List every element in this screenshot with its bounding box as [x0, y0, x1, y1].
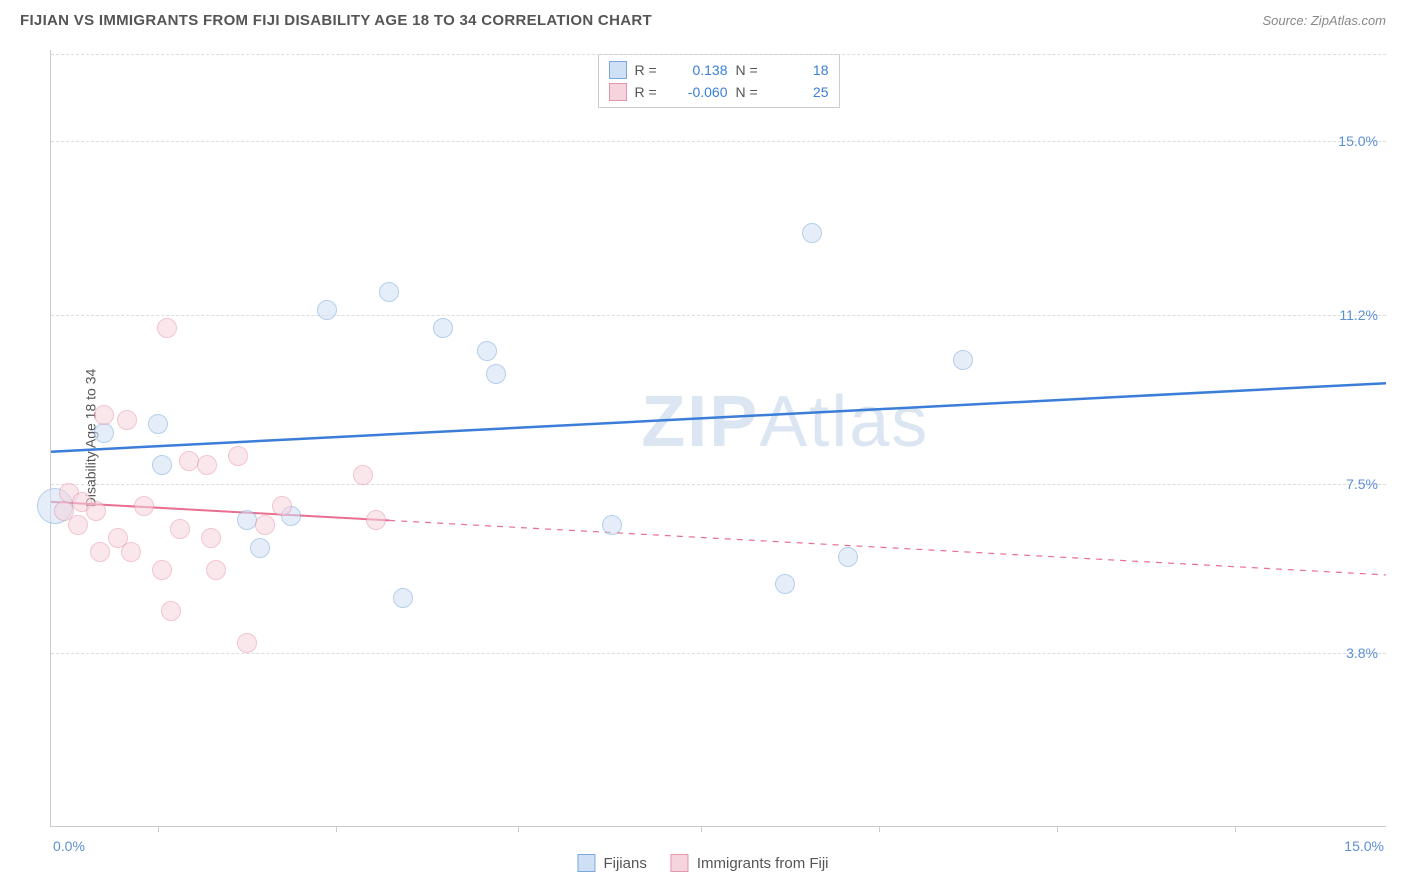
scatter-point	[161, 601, 181, 621]
swatch-series-1	[609, 83, 627, 101]
x-tick	[158, 826, 159, 832]
trend-line	[51, 383, 1386, 451]
scatter-point	[602, 515, 622, 535]
y-tick-label: 7.5%	[1346, 476, 1378, 492]
x-tick	[879, 826, 880, 832]
y-tick-label: 15.0%	[1338, 133, 1378, 149]
correlation-legend: R = 0.138 N = 18 R = -0.060 N = 25	[598, 54, 840, 108]
scatter-point	[317, 300, 337, 320]
scatter-point	[477, 341, 497, 361]
scatter-point	[953, 350, 973, 370]
scatter-point	[201, 528, 221, 548]
source-label: Source: ZipAtlas.com	[1262, 13, 1386, 28]
legend-item-0: Fijians	[577, 854, 646, 872]
x-tick	[336, 826, 337, 832]
x-tick	[1235, 826, 1236, 832]
x-axis-min-label: 0.0%	[53, 838, 85, 854]
gridline	[51, 484, 1386, 485]
watermark-bold: ZIP	[641, 382, 759, 462]
scatter-point	[206, 560, 226, 580]
scatter-point	[134, 496, 154, 516]
scatter-point	[228, 446, 248, 466]
gridline	[51, 54, 1386, 55]
series-legend: Fijians Immigrants from Fiji	[577, 854, 828, 872]
scatter-point	[433, 318, 453, 338]
scatter-point	[86, 501, 106, 521]
r-value-1: -0.060	[673, 84, 728, 100]
scatter-point	[775, 574, 795, 594]
scatter-point	[353, 465, 373, 485]
r-value-0: 0.138	[673, 62, 728, 78]
x-tick	[1057, 826, 1058, 832]
x-tick	[701, 826, 702, 832]
scatter-point	[237, 510, 257, 530]
legend-row-series-0: R = 0.138 N = 18	[609, 59, 829, 81]
scatter-point	[117, 410, 137, 430]
scatter-point	[152, 560, 172, 580]
y-tick-label: 3.8%	[1346, 645, 1378, 661]
scatter-point	[68, 515, 88, 535]
scatter-point	[393, 588, 413, 608]
y-tick-label: 11.2%	[1339, 307, 1378, 323]
chart-plot-area: Disability Age 18 to 34 ZIPAtlas 0.0% 15…	[50, 50, 1386, 827]
scatter-point	[838, 547, 858, 567]
legend-label-1: Immigrants from Fiji	[697, 855, 829, 872]
scatter-point	[272, 496, 292, 516]
gridline	[51, 141, 1386, 142]
swatch-legend-0	[577, 854, 595, 872]
gridline	[51, 315, 1386, 316]
r-label-0: R =	[635, 62, 665, 78]
chart-header: FIJIAN VS IMMIGRANTS FROM FIJI DISABILIT…	[0, 0, 1406, 37]
n-value-0: 18	[774, 62, 829, 78]
swatch-legend-1	[671, 854, 689, 872]
legend-item-1: Immigrants from Fiji	[671, 854, 829, 872]
scatter-point	[379, 282, 399, 302]
x-axis-max-label: 15.0%	[1344, 838, 1384, 854]
gridline	[51, 653, 1386, 654]
n-label-1: N =	[736, 84, 766, 100]
watermark: ZIPAtlas	[641, 381, 929, 463]
scatter-point	[250, 538, 270, 558]
n-value-1: 25	[774, 84, 829, 100]
swatch-series-0	[609, 61, 627, 79]
scatter-point	[237, 633, 257, 653]
r-label-1: R =	[635, 84, 665, 100]
scatter-point	[255, 515, 275, 535]
scatter-point	[802, 223, 822, 243]
scatter-point	[170, 519, 190, 539]
trend-line-dashed	[389, 520, 1386, 575]
x-tick	[518, 826, 519, 832]
scatter-point	[90, 542, 110, 562]
scatter-point	[179, 451, 199, 471]
n-label-0: N =	[736, 62, 766, 78]
scatter-point	[486, 364, 506, 384]
scatter-point	[121, 542, 141, 562]
scatter-point	[197, 455, 217, 475]
scatter-point	[148, 414, 168, 434]
watermark-light: Atlas	[759, 382, 929, 462]
legend-label-0: Fijians	[603, 855, 646, 872]
scatter-point	[94, 405, 114, 425]
scatter-point	[157, 318, 177, 338]
scatter-point	[94, 423, 114, 443]
legend-row-series-1: R = -0.060 N = 25	[609, 81, 829, 103]
chart-title: FIJIAN VS IMMIGRANTS FROM FIJI DISABILIT…	[20, 12, 652, 29]
scatter-point	[152, 455, 172, 475]
scatter-point	[366, 510, 386, 530]
trend-lines-svg	[51, 50, 1386, 826]
